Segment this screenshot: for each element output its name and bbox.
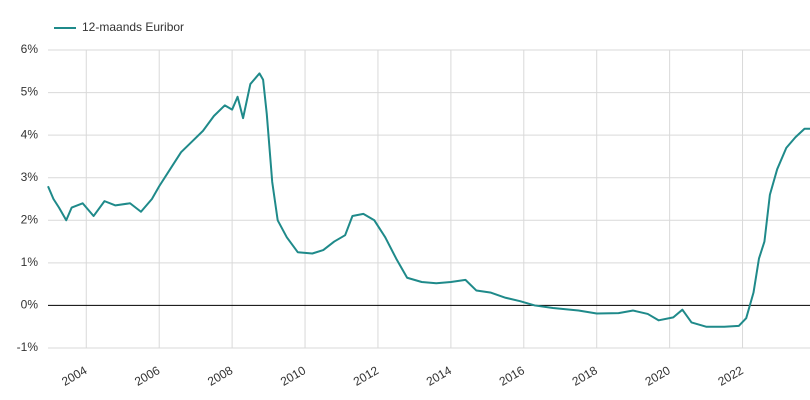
y-tick-label: 5%: [21, 85, 39, 99]
x-tick-label: 2012: [351, 363, 381, 389]
y-tick-label: 0%: [21, 298, 39, 312]
x-tick-label: 2008: [205, 363, 235, 389]
y-tick-label: 3%: [21, 170, 39, 184]
series-line: [47, 72, 810, 328]
x-tick-label: 2006: [132, 363, 162, 389]
y-tick-label: 4%: [21, 127, 39, 141]
legend-label: 12-maands Euribor: [82, 20, 184, 34]
x-tick-label: 2004: [59, 363, 89, 389]
x-tick-label: 2018: [570, 363, 600, 389]
x-tick-label: 2014: [424, 363, 454, 389]
x-tick-label: 2022: [716, 363, 746, 389]
x-tick-label: 2016: [497, 363, 527, 389]
y-tick-label: -1%: [17, 340, 39, 354]
x-tick-label: 2020: [643, 363, 673, 389]
x-tick-label: 2010: [278, 363, 308, 389]
y-tick-label: 2%: [21, 212, 39, 226]
y-tick-label: 6%: [21, 42, 39, 56]
y-tick-label: 1%: [21, 255, 39, 269]
